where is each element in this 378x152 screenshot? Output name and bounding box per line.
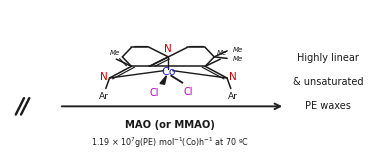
Text: 1.19 × 10$^{7}$g(PE) mol$^{-1}$(Co)h$^{-1}$ at 70 ºC: 1.19 × 10$^{7}$g(PE) mol$^{-1}$(Co)h$^{-… bbox=[91, 135, 249, 150]
Text: Cl: Cl bbox=[184, 87, 194, 97]
Text: Me: Me bbox=[233, 56, 243, 62]
Text: Ar: Ar bbox=[228, 92, 238, 100]
Text: N: N bbox=[100, 72, 107, 82]
Text: Cl: Cl bbox=[150, 88, 160, 98]
Text: Me: Me bbox=[217, 50, 227, 56]
Text: Highly linear: Highly linear bbox=[297, 53, 359, 63]
Text: N: N bbox=[229, 72, 237, 82]
Text: N: N bbox=[164, 44, 172, 54]
Text: Me: Me bbox=[233, 47, 243, 53]
Text: Co: Co bbox=[161, 67, 175, 78]
Text: PE waxes: PE waxes bbox=[305, 101, 351, 111]
Text: Me: Me bbox=[110, 50, 120, 56]
Text: & unsaturated: & unsaturated bbox=[293, 77, 364, 87]
Text: Ar: Ar bbox=[99, 92, 109, 100]
Text: MAO (or MMAO): MAO (or MMAO) bbox=[125, 120, 215, 130]
Polygon shape bbox=[160, 76, 166, 84]
